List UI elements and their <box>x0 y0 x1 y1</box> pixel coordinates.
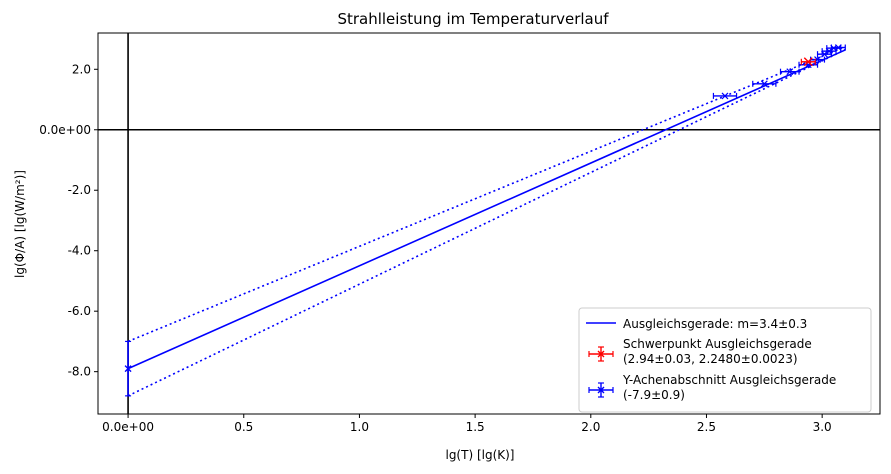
y-tick-label: -8.0 <box>68 365 91 379</box>
x-tick-label: 0.0e+00 <box>102 420 154 434</box>
x-tick-label: 1.5 <box>466 420 485 434</box>
data-point-marker <box>786 68 794 76</box>
legend-box <box>578 307 872 413</box>
legend-fit-label: Ausgleichsgerade: m=3.4±0.3 <box>623 317 807 331</box>
legend-intercept-label: Y-Achenabschnitt Ausgleichsgerade <box>622 373 836 387</box>
y-tick-label: 0.0e+00 <box>39 123 91 137</box>
chart-title: Strahlleistung im Temperaturverlauf <box>337 10 609 28</box>
y-tick-label: -2.0 <box>68 183 91 197</box>
data-point-marker <box>760 80 768 88</box>
x-tick-label: 2.0 <box>581 420 600 434</box>
legend-centroid-detail: (2.94±0.03, 2.2480±0.0023) <box>623 352 798 366</box>
x-tick-label: 3.0 <box>813 420 832 434</box>
y-tick-label: -4.0 <box>68 244 91 258</box>
legend-intercept-swatch-marker <box>597 386 605 394</box>
x-tick-label: 0.5 <box>234 420 253 434</box>
centroid-marker <box>803 57 813 67</box>
fit-line <box>127 49 846 370</box>
y-tick-label: -6.0 <box>68 304 91 318</box>
x-tick-label: 2.5 <box>697 420 716 434</box>
fit-upper-bound <box>127 45 846 343</box>
y-tick-label: 2.0 <box>72 62 91 76</box>
plot-frame <box>97 32 881 415</box>
data-point-marker <box>804 61 812 69</box>
data-point-marker <box>834 44 842 51</box>
legend-centroid-label: Schwerpunkt Ausgleichsgerade <box>623 337 812 351</box>
intercept-marker <box>124 365 132 373</box>
y-axis-label: lg(Φ/A) [lg(W/m²)] <box>13 170 27 278</box>
legend-intercept-detail: (-7.9±0.9) <box>623 388 685 402</box>
legend: Ausgleichsgerade: m=3.4±0.3 Schwerpunkt A… <box>578 307 872 413</box>
x-tick-label: 1.0 <box>350 420 369 434</box>
plot-area: 0.0e+00 0.5 1.0 1.5 2.0 2.5 3.0 2.0 0.0e+00 -2.0 -… <box>39 32 881 434</box>
legend-centroid-swatch-marker <box>597 350 605 358</box>
x-axis-label: lg(T) [lg(K)] <box>445 448 514 462</box>
data-point-marker <box>721 92 729 100</box>
